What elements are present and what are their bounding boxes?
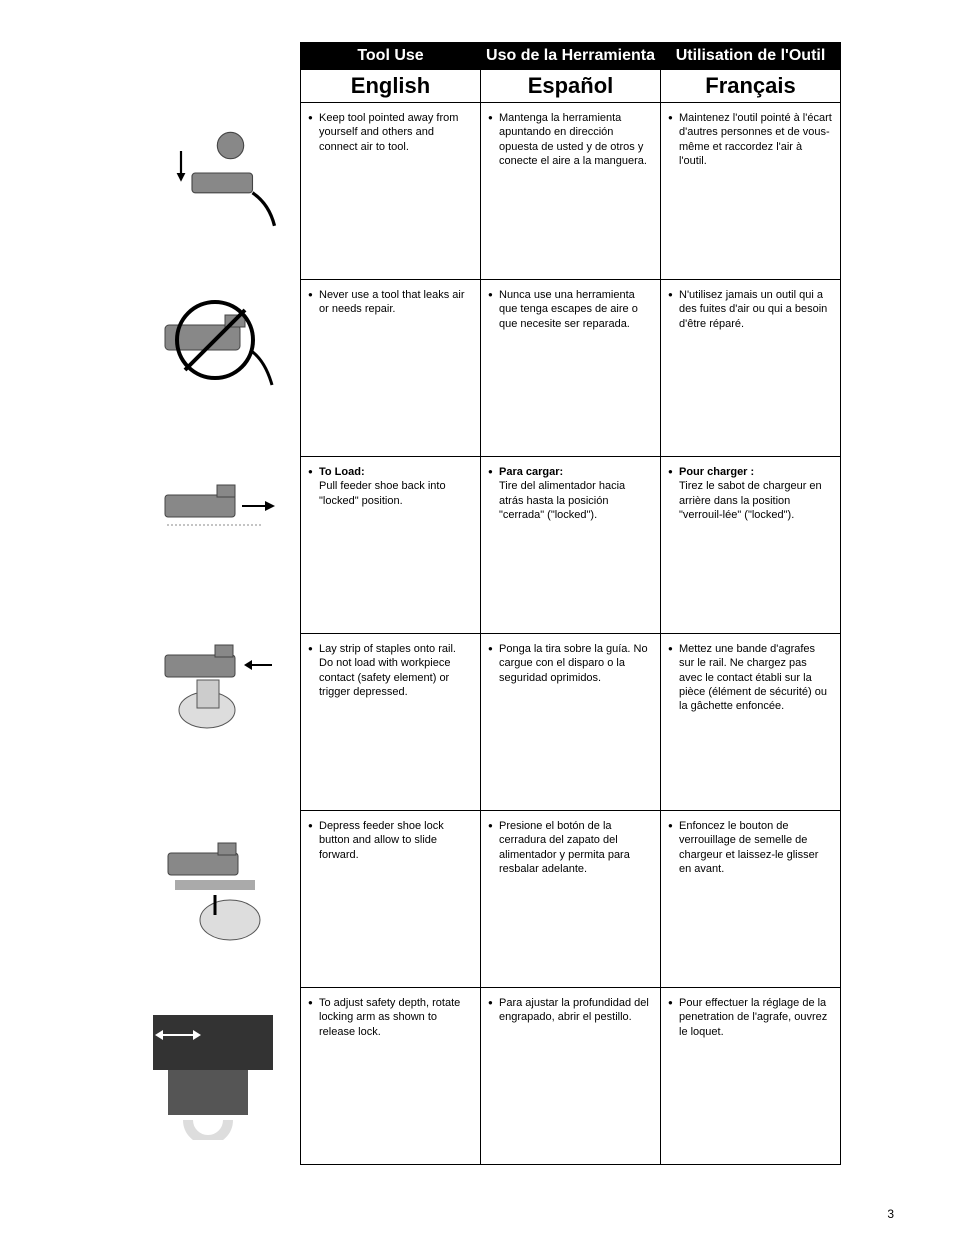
- text: Ponga la tira sobre la guía. No cargue c…: [499, 643, 648, 684]
- text: Pour effectuer la réglage de la penetrat…: [679, 997, 827, 1038]
- text: Maintenez l'outil pointé à l'écart d'aut…: [679, 112, 832, 167]
- text: Depress feeder shoe lock button and allo…: [319, 820, 444, 861]
- cell-en: Keep tool pointed away from yourself and…: [301, 103, 481, 280]
- illustration-connect-air-icon: [160, 108, 290, 238]
- cell-en: Lay strip of staples onto rail. Do not l…: [301, 634, 481, 811]
- table-row: Never use a tool that leaks air or needs…: [301, 280, 841, 457]
- table-row: Keep tool pointed away from yourself and…: [301, 103, 841, 280]
- cell-es: Para cargar: Tire del alimentador hacia a…: [481, 457, 661, 634]
- cell-en: Never use a tool that leaks air or needs…: [301, 280, 481, 457]
- cell-fr: Pour charger : Tirez le sabot de chargeur…: [661, 457, 841, 634]
- cell-es: Mantenga la herramienta apuntando en dir…: [481, 103, 661, 280]
- table-row: To Load: Pull feeder shoe back into "lock…: [301, 457, 841, 634]
- header-row-titles: Tool Use Uso de la Herramienta Utilisati…: [301, 43, 841, 70]
- text: Para ajustar la profundidad del engrapad…: [499, 997, 649, 1023]
- page-number: 3: [887, 1207, 894, 1221]
- cell-es: Presione el botón de la cerradura del za…: [481, 811, 661, 988]
- text: Tire del alimentador hacia atrás hasta l…: [499, 480, 625, 521]
- text: Tirez le sabot de chargeur en arrière da…: [679, 480, 822, 521]
- table-row: Depress feeder shoe lock button and allo…: [301, 811, 841, 988]
- illustration-no-leak-icon: [150, 280, 280, 410]
- cell-en: To Load: Pull feeder shoe back into "lock…: [301, 457, 481, 634]
- table-row: To adjust safety depth, rotate locking a…: [301, 988, 841, 1165]
- cell-fr: Enfoncez le bouton de verrouillage de se…: [661, 811, 841, 988]
- cell-fr: N'utilisez jamais un outil qui a des fui…: [661, 280, 841, 457]
- text: Mettez une bande d'agrafes sur le rail. …: [679, 643, 827, 712]
- illustration-lay-strip-icon: [152, 620, 282, 750]
- text: Keep tool pointed away from yourself and…: [319, 112, 458, 153]
- illustration-pull-feeder-icon: [152, 450, 282, 580]
- text: Nunca use una herramienta que tenga esca…: [499, 289, 638, 330]
- manual-page: Tool Use Uso de la Herramienta Utilisati…: [0, 0, 954, 1235]
- header-row-languages: English Español Français: [301, 70, 841, 103]
- hdr-tool-use-en: Tool Use: [301, 43, 481, 70]
- text: Lay strip of staples onto rail. Do not l…: [319, 643, 456, 698]
- cell-fr: Pour effectuer la réglage de la penetrat…: [661, 988, 841, 1165]
- cell-en: Depress feeder shoe lock button and allo…: [301, 811, 481, 988]
- cell-es: Ponga la tira sobre la guía. No cargue c…: [481, 634, 661, 811]
- instruction-table: Tool Use Uso de la Herramienta Utilisati…: [300, 42, 841, 1165]
- hdr-lang-en: English: [301, 70, 481, 103]
- text: To adjust safety depth, rotate locking a…: [319, 997, 460, 1038]
- hdr-tool-use-fr: Utilisation de l'Outil: [661, 43, 841, 70]
- cell-en: To adjust safety depth, rotate locking a…: [301, 988, 481, 1165]
- hdr-lang-fr: Français: [661, 70, 841, 103]
- cell-es: Para ajustar la profundidad del engrapad…: [481, 988, 661, 1165]
- lead: Pour charger :: [679, 466, 754, 478]
- text: Enfoncez le bouton de verrouillage de se…: [679, 820, 818, 875]
- hdr-lang-es: Español: [481, 70, 661, 103]
- text: Mantenga la herramienta apuntando en dir…: [499, 112, 647, 167]
- illustration-adjust-depth-icon: [148, 1010, 278, 1140]
- cell-fr: Maintenez l'outil pointé à l'écart d'aut…: [661, 103, 841, 280]
- hdr-tool-use-es: Uso de la Herramienta: [481, 43, 661, 70]
- lead: To Load:: [319, 466, 365, 478]
- cell-es: Nunca use una herramienta que tenga esca…: [481, 280, 661, 457]
- text: Presione el botón de la cerradura del za…: [499, 820, 630, 875]
- text: Never use a tool that leaks air or needs…: [319, 289, 465, 315]
- cell-fr: Mettez une bande d'agrafes sur le rail. …: [661, 634, 841, 811]
- illustration-depress-button-icon: [155, 830, 285, 960]
- lead: Para cargar:: [499, 466, 563, 478]
- text: N'utilisez jamais un outil qui a des fui…: [679, 289, 827, 330]
- table-row: Lay strip of staples onto rail. Do not l…: [301, 634, 841, 811]
- text: Pull feeder shoe back into "locked" posi…: [319, 480, 446, 506]
